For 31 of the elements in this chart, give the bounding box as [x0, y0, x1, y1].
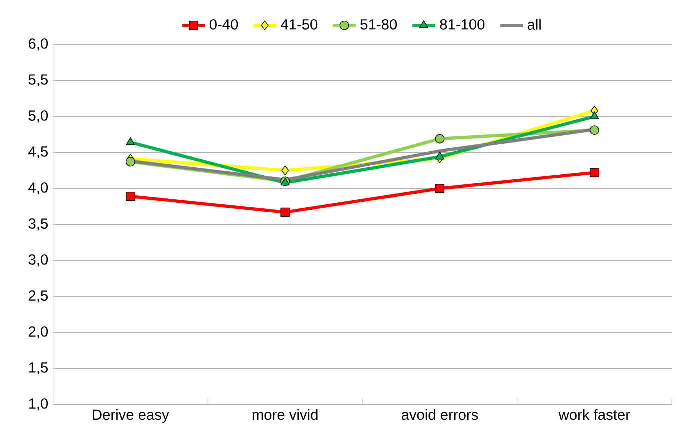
legend-label: 0-40: [210, 19, 238, 30]
y-tick-label: 5,0: [28, 110, 48, 123]
point: [282, 166, 290, 176]
point: [435, 184, 445, 194]
y-tick-label: 3,0: [28, 254, 48, 267]
legend-label: 51-80: [360, 19, 398, 30]
y-tick-label: 6,0: [28, 38, 48, 51]
point: [436, 152, 444, 160]
legend-label: 81-100: [440, 19, 485, 30]
x-tick-label: avoid errors: [402, 409, 478, 420]
y-tick-label: 2,5: [28, 290, 48, 303]
y-tick-label: 4,5: [28, 146, 48, 159]
point: [126, 157, 136, 167]
y-tick-label: 3,5: [28, 218, 48, 231]
point: [280, 208, 290, 218]
point: [590, 126, 600, 136]
y-tick-label: 4,0: [28, 182, 48, 195]
legend-label: all: [528, 19, 541, 30]
y-tick-label: 1,0: [29, 398, 48, 411]
x-tick-label: Derive easy: [93, 409, 170, 424]
point: [126, 192, 136, 202]
x-tick-label: work faster: [558, 409, 630, 420]
x-tick-label: more vivid: [252, 409, 318, 420]
y-tick-label: 5,5: [28, 74, 48, 87]
y-tick-label: 1,5: [29, 362, 48, 375]
point: [435, 134, 445, 144]
point: [590, 112, 600, 120]
point: [126, 137, 136, 146]
y-tick-label: 2,0: [28, 326, 48, 339]
legend-label: 41-50: [281, 19, 318, 30]
point: [590, 168, 600, 178]
